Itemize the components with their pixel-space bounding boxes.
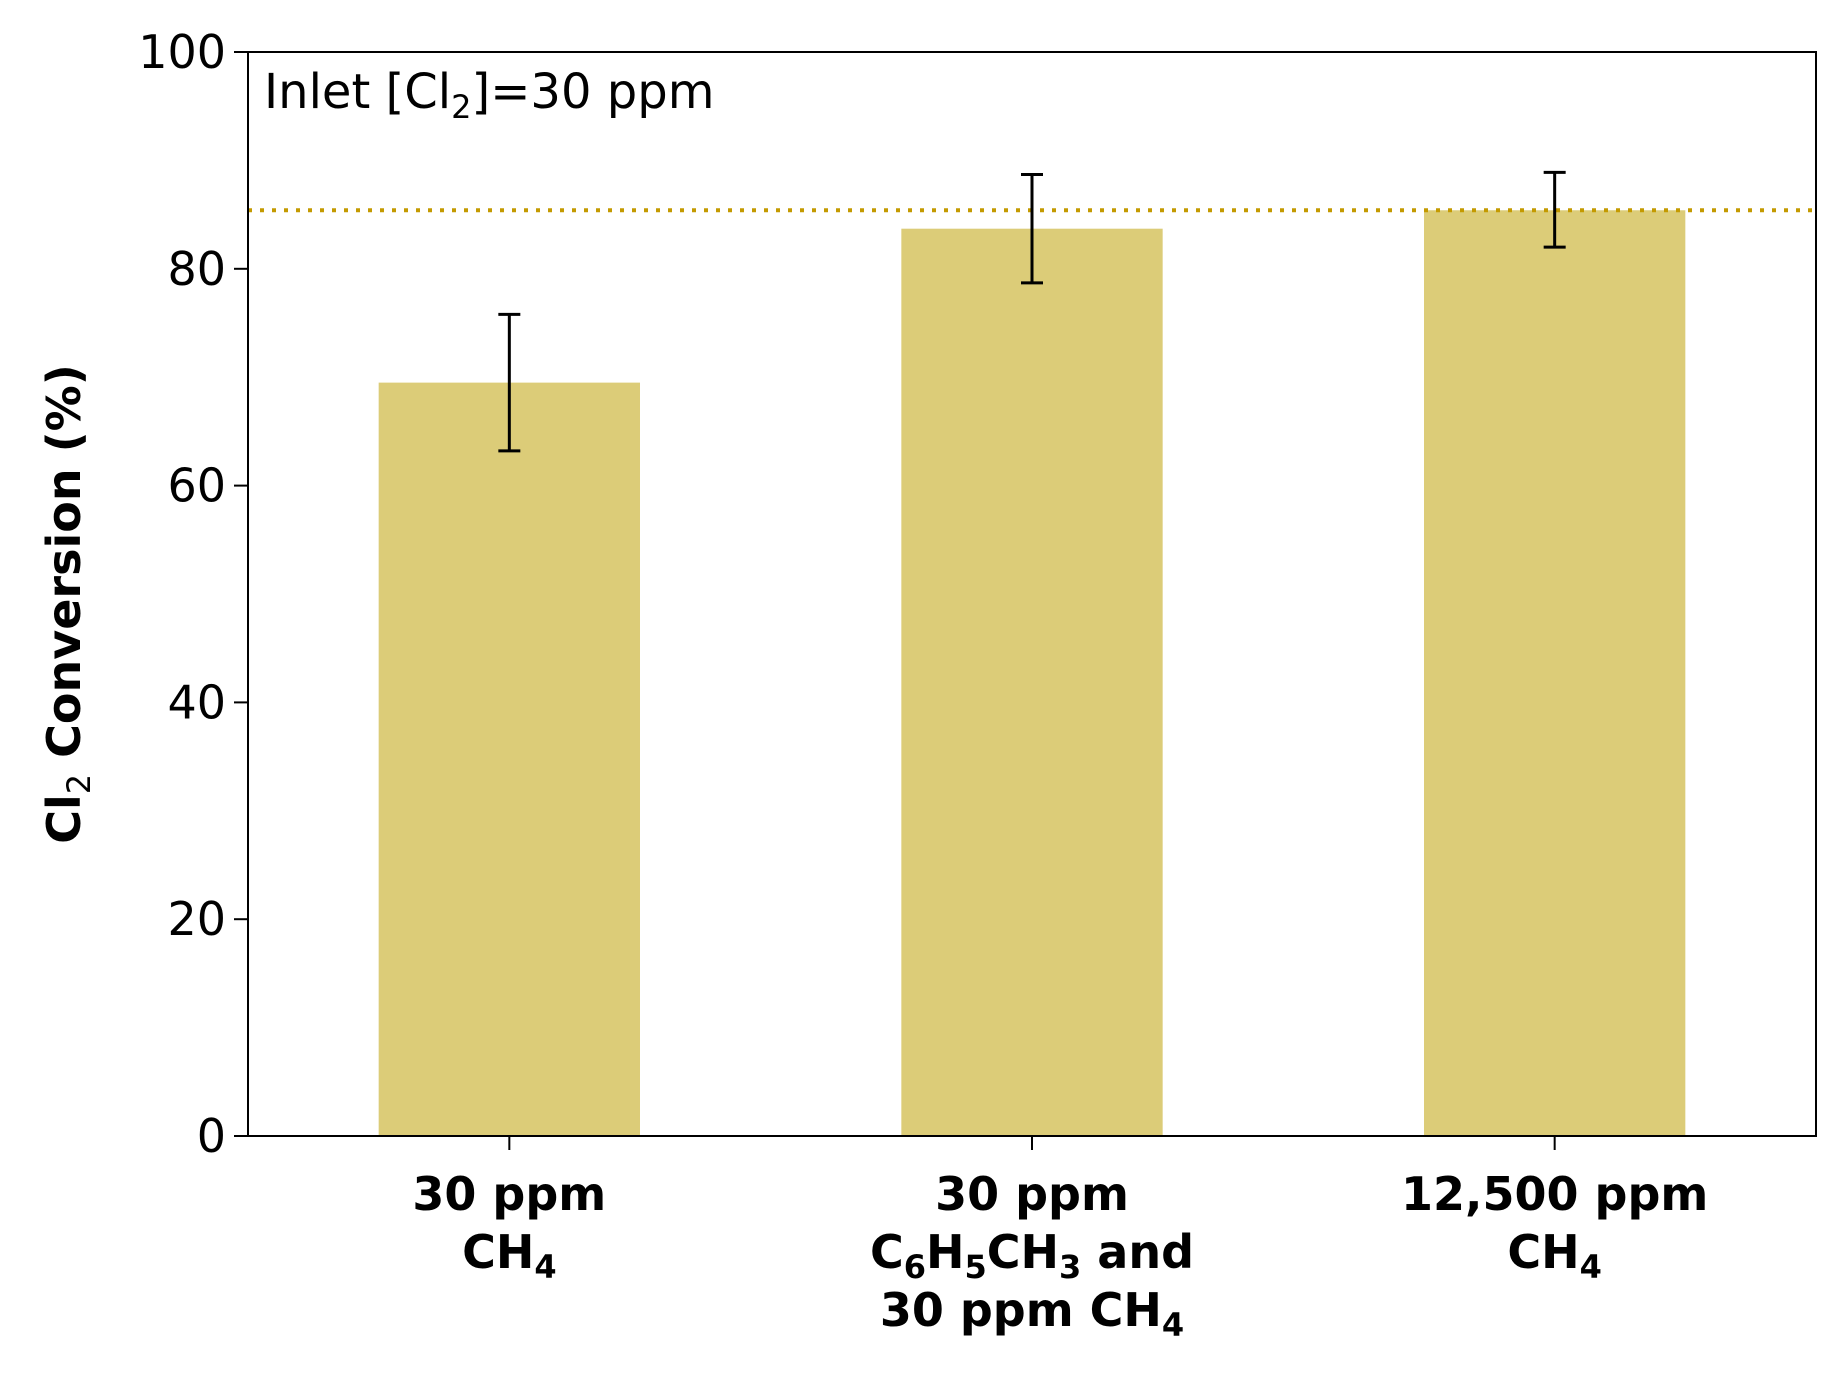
y-tick-label: 20 (167, 892, 226, 946)
y-tick-label: 40 (167, 675, 226, 729)
y-axis-label: Cl2​ Conversion (%) (37, 364, 98, 844)
bar-1 (378, 382, 640, 1136)
x-tick-label: C6​H5​CH3​ and (870, 1225, 1194, 1286)
bar-2 (901, 228, 1163, 1136)
bar-3 (1424, 210, 1686, 1137)
y-axis-ticks: 0 20 40 60 80 100 (138, 25, 248, 1163)
bars-group (378, 210, 1686, 1137)
error-bar-3 (1543, 170, 1566, 249)
x-tick-label: CH4​ (462, 1225, 557, 1286)
y-tick-label: 60 (167, 459, 226, 513)
y-tick-label: 100 (138, 25, 226, 79)
x-tick-label: CH4​ (1507, 1225, 1602, 1286)
chart-annotation: Inlet [Cl2​]=30 ppm (264, 64, 714, 126)
y-tick-label: 0 (197, 1109, 226, 1163)
x-tick-label: 12,500 ppm (1401, 1167, 1708, 1221)
error-bar-2 (1021, 172, 1043, 285)
error-bars-group (498, 170, 1566, 453)
x-tick-label: 30 ppm CH4​ (880, 1283, 1184, 1344)
error-bar-1 (498, 312, 521, 453)
x-tick-label: 30 ppm (935, 1167, 1129, 1221)
x-tick-label: 30 ppm (412, 1167, 606, 1221)
y-tick-label: 80 (167, 242, 226, 296)
